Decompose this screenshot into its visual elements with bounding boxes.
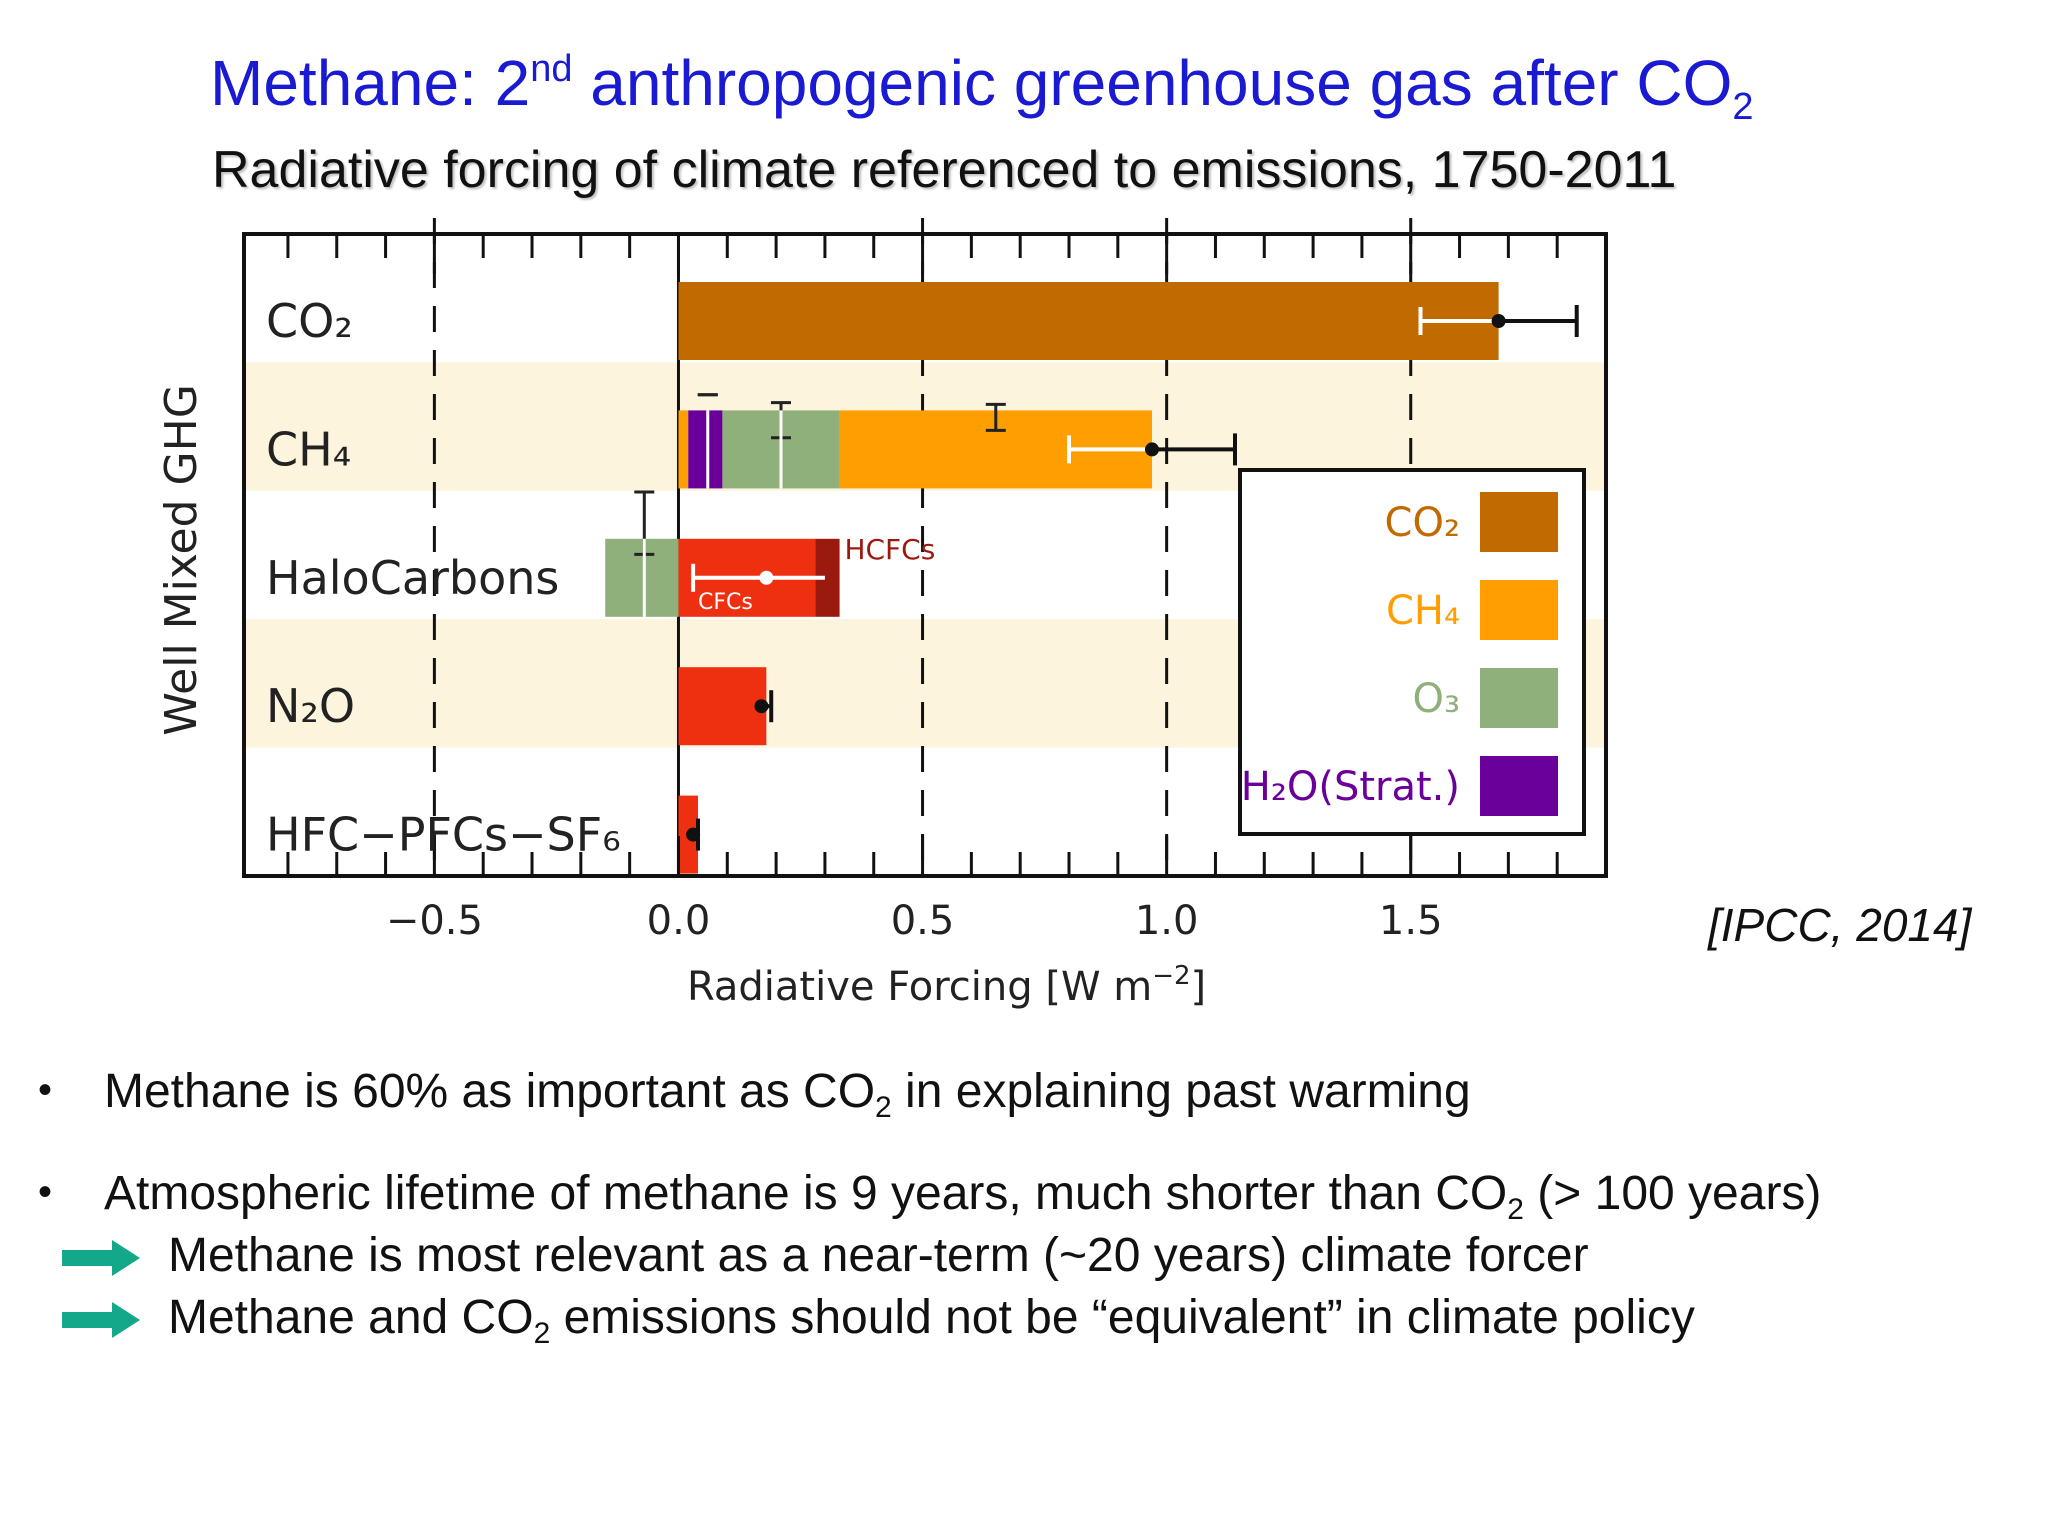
source-citation: [IPCC, 2014] <box>1708 899 1972 951</box>
slide-title: Methane: 2nd anthropogenic greenhouse ga… <box>210 47 1754 128</box>
bar-segment-halored <box>678 667 767 746</box>
legend-label: CO₂ <box>1385 500 1460 546</box>
bullet-dot: • <box>38 1170 53 1214</box>
category-label: HaloCarbons <box>266 551 559 605</box>
x-tick-label: 1.5 <box>1379 898 1443 944</box>
legend-label: O₃ <box>1412 676 1460 722</box>
legend-label: CH₄ <box>1386 588 1460 634</box>
bullet-dot: • <box>38 1068 53 1112</box>
arrow-point-1: Methane is most relevant as a near-term … <box>168 1229 1589 1282</box>
y-axis-label: Well Mixed GHG <box>156 384 207 736</box>
arrow-point-2: Methane and CO2 emissions should not be … <box>168 1291 1695 1350</box>
x-tick-label: −0.5 <box>386 898 483 944</box>
data-point <box>686 827 701 842</box>
data-point <box>754 699 769 714</box>
bar-segment-h2o <box>688 410 723 489</box>
legend-label: H₂O(Strat.) <box>1241 764 1460 810</box>
data-point <box>1145 442 1159 457</box>
bullet-1: Methane is 60% as important as CO2 in ex… <box>104 1065 1471 1124</box>
bar-segment-o3 <box>605 538 679 617</box>
bullet-2: Atmospheric lifetime of methane is 9 yea… <box>104 1167 1822 1226</box>
category-label: CO₂ <box>266 294 353 348</box>
x-tick-label: 0.5 <box>891 898 955 944</box>
radiative-forcing-chart: HCFCs CFCs −0.5 0.0 0.5 1.0 1.5 Radiative Forci… <box>156 218 1608 1010</box>
plot-frame <box>242 232 1608 878</box>
slide-subtitle: Radiative forcing of climate referenced … <box>212 141 1677 199</box>
legend-swatch-o3 <box>1480 668 1558 728</box>
arrow-icon <box>62 1302 140 1338</box>
legend-swatch-ch4 <box>1480 580 1558 640</box>
x-axis-label: Radiative Forcing [W m−2] <box>687 961 1206 1010</box>
category-label: N₂O <box>266 679 355 733</box>
annotation-cfcs: CFCs <box>698 590 753 615</box>
data-point <box>759 570 774 585</box>
annotation-hcfcs: HCFCs <box>844 533 935 566</box>
legend-swatch-h2o <box>1480 756 1558 816</box>
x-tick-label: 1.0 <box>1135 898 1199 944</box>
category-label: HFC−PFCs−SF₆ <box>266 808 621 862</box>
bar-segment-co2 <box>678 282 1499 360</box>
legend-swatch-co2 <box>1480 492 1558 552</box>
data-point <box>1491 314 1506 328</box>
bar-segment-ch4 <box>678 410 689 489</box>
category-label: CH₄ <box>266 422 351 476</box>
x-tick-label: 0.0 <box>647 898 711 944</box>
arrow-icon <box>62 1240 140 1276</box>
